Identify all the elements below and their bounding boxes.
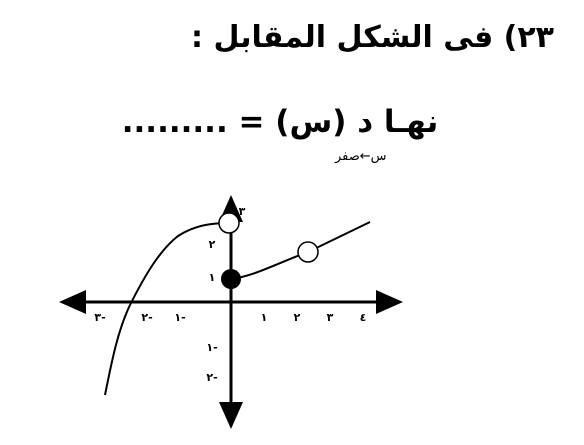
x-tick-label: ٣ xyxy=(327,311,334,324)
x-tick-label: ٤ xyxy=(360,311,367,324)
x-tick-label: ٢ xyxy=(294,311,301,324)
y-tick-label: ٢ xyxy=(209,238,216,251)
left-curve xyxy=(104,222,230,396)
open-point xyxy=(297,241,319,263)
closed-point xyxy=(221,269,241,289)
limit-subscript: س←صفر xyxy=(335,149,387,164)
y-tick-label: ١ xyxy=(209,271,216,284)
y-tick-label: ٣ xyxy=(239,205,246,218)
x-tick-label: ١ xyxy=(261,311,268,324)
open-point xyxy=(218,212,240,234)
y-tick-label: ١- xyxy=(206,341,217,354)
x-tick-label: ٣- xyxy=(94,311,105,324)
x-tick-label: ٢- xyxy=(141,311,152,324)
limit-expression: نهـا د (س) = ......... xyxy=(121,104,439,140)
question-title: ٢٣) فى الشكل المقابل : xyxy=(191,20,554,55)
x-tick-label: ١- xyxy=(174,311,185,324)
y-tick-label: ٢- xyxy=(206,371,217,384)
